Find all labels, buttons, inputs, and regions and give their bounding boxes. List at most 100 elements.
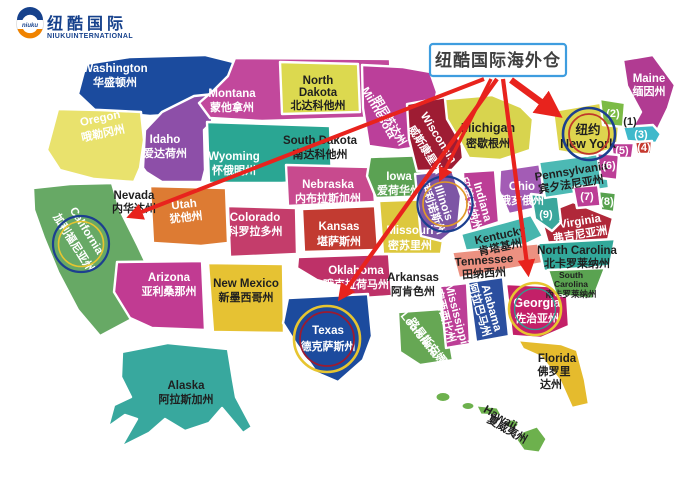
- state-oregon-shape: [45, 107, 146, 184]
- state-alabama-shape: [466, 275, 511, 344]
- logo-globe-orange-arc: [17, 29, 43, 39]
- state-nebraska-label-zh: 内布拉斯加州: [295, 191, 361, 205]
- state-arizona-shape: [112, 259, 207, 332]
- warehouse-arrows: [126, 77, 563, 302]
- state-new-york-label-zh: 纽约: [575, 122, 600, 137]
- state-new-mexico-shape: [206, 261, 286, 335]
- state-north-dakota-label-zh: 北达科他州: [291, 98, 346, 112]
- state-new-jersey-shape: [595, 151, 621, 182]
- ring-new-york-outer: [561, 106, 617, 162]
- state-arkansas-label-zh: 阿肯色州: [391, 284, 435, 298]
- state-florida-label-zh2: 达州: [540, 377, 562, 391]
- ne-marker-3: (3): [634, 129, 648, 141]
- state-north-carolina-label-en: North Carolina: [537, 245, 617, 257]
- state-massachusetts-shape: [621, 123, 663, 145]
- logo-chinese-name: 纽酷国际: [47, 14, 127, 33]
- state-florida-label-en: Florida: [538, 353, 577, 365]
- state-idaho-label-en: Idaho: [150, 134, 181, 146]
- state-south-carolina-label-en2: Carolina: [554, 279, 588, 289]
- warehouse-rings: [51, 106, 617, 374]
- hawaii-island: [505, 419, 519, 429]
- ring-texas-inner: [299, 311, 355, 367]
- state-kansas-shape: [300, 204, 380, 254]
- state-colorado-label-en: Colorado: [230, 212, 280, 224]
- state-montana-label-zh: 蒙他拿州: [210, 100, 254, 114]
- ring-california-outer: [51, 214, 111, 274]
- hawaii-island: [476, 405, 502, 416]
- state-south-dakota-label-zh: 南达科他州: [293, 147, 348, 161]
- arrow-to-california: [126, 77, 485, 220]
- state-north-carolina-label-zh: 北卡罗莱纳州: [544, 256, 610, 270]
- state-florida-label-zh: 佛罗里: [537, 364, 571, 378]
- hawaii-island: [461, 401, 475, 411]
- state-michigan-label-zh: 密歇根州: [466, 136, 510, 150]
- state-louisiana-shape: [396, 307, 455, 367]
- arrow-to-georgia: [500, 78, 536, 278]
- state-ohio-label-zh: 俄亥俄州: [499, 193, 544, 207]
- brand-logo: niuku 纽酷国际 NIUKUINTERNATIONAL: [16, 7, 133, 40]
- state-nevada-label-en: Nevada: [114, 190, 156, 202]
- state-new-mexico-label-en: New Mexico: [213, 278, 279, 290]
- ring-california-inner: [57, 220, 105, 268]
- state-florida-shape: [516, 338, 591, 410]
- state-arkansas-label-en: Arkansas: [387, 272, 439, 284]
- ne-marker-8: (8): [600, 196, 614, 208]
- state-tennessee-label-zh: 田纳西州: [462, 264, 507, 281]
- state-mississippi-shape: [438, 281, 472, 350]
- state-missouri-label-zh: 密苏里州: [388, 238, 432, 252]
- callout-box: [428, 42, 568, 78]
- arrow-to-new-york: [509, 77, 563, 118]
- ring-illinois-inner: [422, 181, 468, 227]
- state-new-mexico-label-zh: 新墨西哥州: [219, 290, 274, 304]
- state-kansas-label-en: Kansas: [319, 221, 360, 233]
- ring-georgia-outer: [507, 281, 563, 337]
- state-alaska-shape: [106, 341, 254, 449]
- ne-state-markers: (1) (2) (3) (4) (5) (6) (7) (8) (9): [539, 108, 651, 221]
- state-ohio-label-en: Ohio: [509, 181, 535, 193]
- ne-marker-7: (7): [580, 191, 594, 203]
- state-georgia-label-en: Georgia: [513, 296, 561, 310]
- state-nebraska-shape: [284, 163, 377, 208]
- state-texas-label-en: Texas: [312, 325, 344, 337]
- ne-marker-4: (4): [637, 142, 651, 154]
- state-colorado-shape: [226, 204, 299, 259]
- state-maine-label-en: Maine: [633, 73, 666, 85]
- warehouse-callout: 纽酷国际海外仓: [428, 42, 568, 78]
- state-alaska-label-zh: 阿拉斯加州: [159, 392, 214, 406]
- state-michigan-label-en: Michigan: [461, 121, 515, 135]
- state-iowa-label-zh: 爱荷华州: [377, 183, 421, 197]
- state-georgia-label-zh: 佐治亚州: [514, 311, 559, 325]
- state-north-dakota-shape: [278, 60, 362, 116]
- state-arizona-label-en: Arizona: [148, 272, 191, 284]
- state-oklahoma-label-en: Oklahoma: [328, 265, 384, 277]
- hawaii-island: [435, 391, 451, 403]
- ring-georgia-inner: [513, 287, 557, 331]
- state-south-carolina-label-zh: 南卡罗莱纳州: [545, 289, 596, 299]
- ne-marker-9: (9): [539, 209, 553, 221]
- state-colorado-label-zh: 科罗拉多州: [228, 224, 283, 238]
- state-rhode-island-shape: [633, 139, 654, 156]
- ring-texas-outer: [292, 304, 362, 374]
- state-maine-label-zh: 缅因州: [633, 84, 666, 98]
- state-north-dakota-label-en: North: [303, 75, 334, 87]
- state-missouri-label-en: Missouri: [386, 225, 433, 237]
- state-iowa-label-en: Iowa: [386, 171, 412, 183]
- state-south-carolina-label-en: South: [559, 270, 583, 280]
- state-arizona-label-zh: 亚利桑那州: [142, 284, 197, 298]
- state-utah-label-zh: 犹他州: [169, 208, 203, 225]
- ne-marker-5: (5): [615, 145, 629, 157]
- state-idaho-label-zh: 爱达荷州: [143, 146, 187, 160]
- logo-mark-text: niuku: [22, 23, 38, 29]
- state-south-carolina-shape: [546, 266, 607, 301]
- logo-globe-blue-arc: [17, 7, 43, 20]
- state-washington-label-zh: 华盛顿州: [93, 75, 137, 89]
- state-north-dakota-label-en2: Dakota: [299, 87, 338, 99]
- ring-new-york-inner: [568, 113, 610, 155]
- state-north-carolina-shape: [536, 237, 617, 273]
- state-hawaii-shape: [435, 391, 547, 453]
- state-texas-label-zh: 德克萨斯州: [300, 339, 356, 353]
- hawaii-island: [516, 426, 547, 453]
- state-delaware-shape: [597, 189, 618, 214]
